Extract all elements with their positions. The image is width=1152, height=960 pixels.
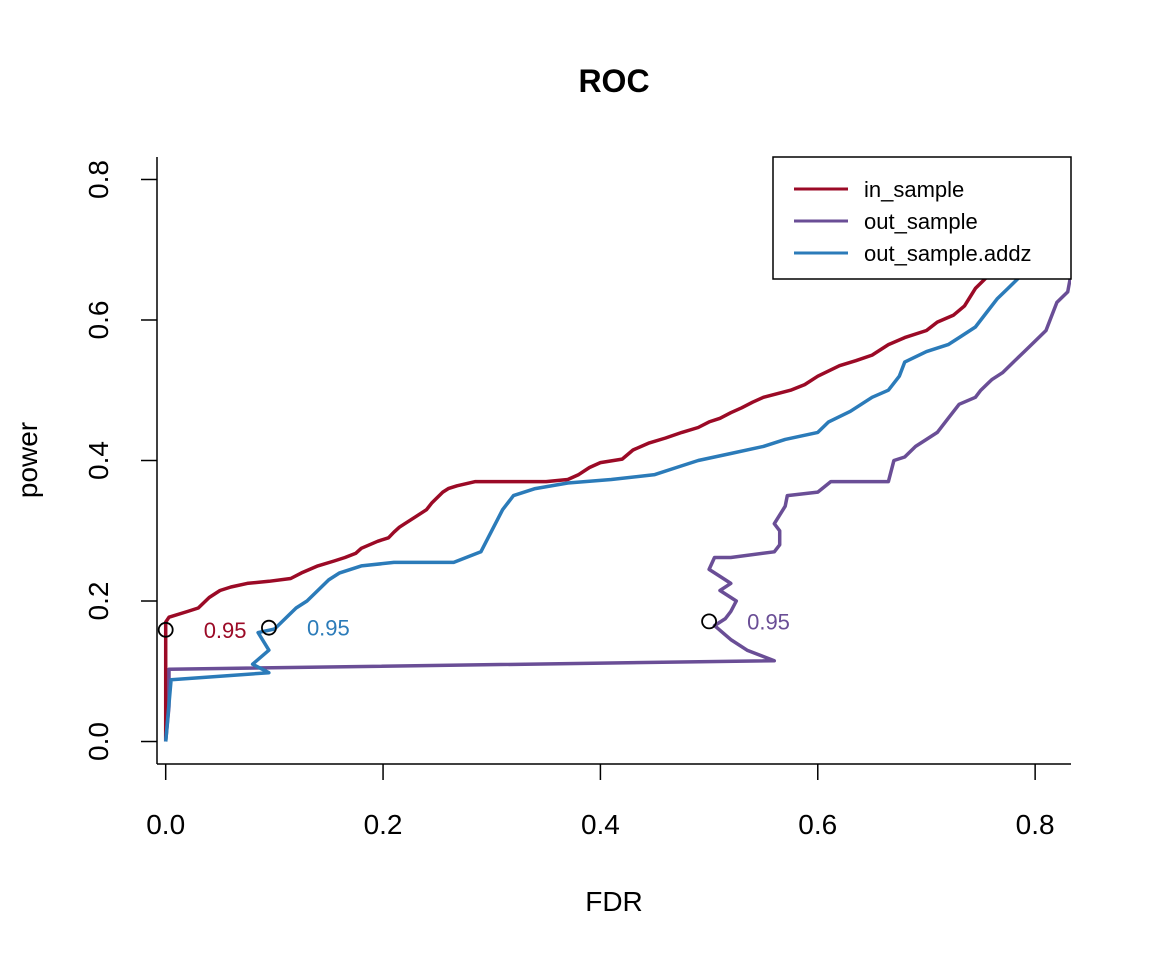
threshold-marker [701,613,717,630]
x-ticks: 0.0 0.2 0.4 0.6 0.8 [146,764,1055,840]
axes: 0.0 0.2 0.4 0.6 0.8 0.0 0.2 0.4 0.6 0.8 [83,157,1071,840]
threshold-marker [261,619,277,636]
y-tick-label: 0.0 [83,722,114,761]
series-line-out-sample-addz [163,269,1031,742]
y-tick-label: 0.8 [83,160,114,199]
threshold-marker [157,621,174,638]
y-tick-label: 0.4 [83,441,114,480]
y-tick-label: 0.2 [83,582,114,621]
threshold-label: 0.95 [747,609,790,634]
y-axis-title: power [12,422,43,498]
legend-label: in_sample [864,177,964,202]
threshold-label: 0.95 [204,618,247,643]
x-tick-label: 0.2 [364,809,403,840]
series-line-out-sample [163,273,1071,742]
x-axis-title: FDR [585,886,643,917]
threshold-markers: 0.95 0.95 0.95 [157,609,790,643]
x-tick-label: 0.0 [146,809,185,840]
x-tick-label: 0.8 [1016,809,1055,840]
legend: in_sample out_sample out_sample.addz [772,156,1072,280]
legend-label: out_sample [864,209,978,234]
legend-box [772,156,1072,280]
series-layer [163,269,1071,742]
x-tick-label: 0.6 [798,809,837,840]
chart-title: ROC [578,63,649,99]
series-line-in-sample [163,269,994,742]
x-tick-label: 0.4 [581,809,620,840]
threshold-label: 0.95 [307,616,350,641]
y-tick-label: 0.6 [83,301,114,340]
y-ticks: 0.0 0.2 0.4 0.6 0.8 [83,160,157,761]
legend-label: out_sample.addz [864,241,1032,266]
